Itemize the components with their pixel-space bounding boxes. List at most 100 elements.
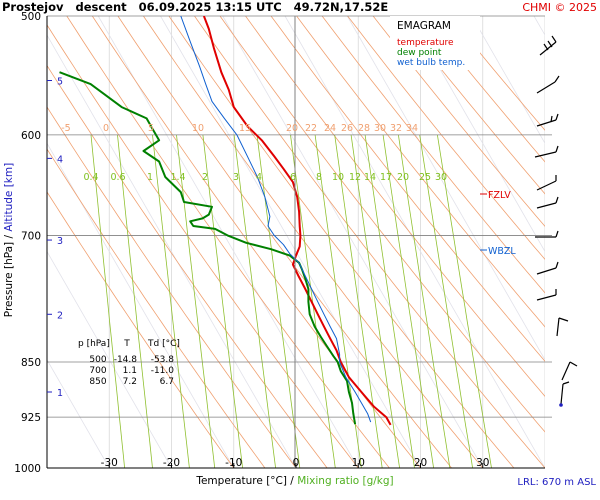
wind-barb-station-dot [559, 403, 563, 407]
isotherm-label: 0 [103, 123, 109, 134]
x-axis-title: Temperature [°C] / Mixing ratio [g/kg] [195, 475, 393, 487]
mixing-ratio-label: 1 [147, 172, 153, 183]
y-axis-title-altitude: Altitude [km] [3, 163, 15, 232]
temperature-tick-label: 0 [293, 457, 300, 469]
legend-wet-bulb: wet bulb temp. [397, 58, 465, 68]
wind-barb-icon [556, 317, 569, 337]
temperature-tick-label: 10 [352, 457, 365, 469]
wind-barb-icon [534, 145, 559, 158]
table-header-cell: p [hPa] [78, 339, 110, 349]
mixing-ratio-line [382, 134, 434, 468]
y-axis-title-pressure: Pressure [hPa] [3, 242, 15, 317]
moist-adiabat-line [47, 250, 172, 468]
wind-barb-icon [536, 113, 559, 127]
dry-adiabat-line [423, 16, 545, 163]
mixing-ratio-label: 30 [435, 172, 447, 183]
isotherm-label: 22 [305, 123, 317, 134]
wind-barb-icon [560, 381, 570, 405]
mixing-ratio-line [90, 134, 125, 468]
wind-barb-icon [536, 75, 560, 94]
mixing-ratio-line [364, 134, 415, 468]
mixing-ratio-label: 10 [332, 172, 344, 183]
table-cell: -14.8 [114, 355, 138, 365]
isotherm-label: 34 [406, 123, 418, 134]
legend-title: EMAGRAM [397, 20, 451, 32]
moist-adiabat-line [47, 358, 110, 468]
altitude-tick-label: 5 [57, 77, 63, 88]
isotherm-lines [47, 16, 600, 468]
moist-adiabat-line [409, 16, 545, 253]
temperature-tick-labels: -30 -20 -10 0 10 20 30 [101, 457, 490, 469]
legend: EMAGRAM temperature dew point wet bulb t… [390, 16, 480, 70]
sounding-series [59, 16, 392, 426]
dry-adiabat-line [449, 16, 545, 131]
mixing-ratio-line [419, 134, 473, 468]
moist-adiabat-line [47, 142, 235, 468]
dry-adiabat-line [398, 16, 545, 195]
table-header-cell: T [123, 339, 130, 349]
legend-temperature: temperature [397, 38, 454, 48]
isotherm-label: 28 [358, 123, 370, 134]
table-cell: -11.0 [151, 366, 175, 376]
pressure-tick-label: 600 [21, 130, 41, 142]
mixing-ratio-line [256, 134, 301, 468]
dry-adiabat-line [47, 191, 235, 468]
table-header-cell: Td [°C] [147, 339, 180, 349]
mixing-ratio-line [290, 134, 336, 468]
dry-adiabat-line [321, 16, 545, 294]
mixing-ratio-label: 3 [233, 172, 239, 183]
table-cell: 700 [89, 366, 106, 376]
isotherm-label: 5 [148, 123, 154, 134]
dry-adiabat-line [347, 16, 545, 261]
table-cell: 850 [89, 377, 106, 387]
mixing-ratio-label: 17 [380, 172, 392, 183]
dry-adiabat-line [245, 16, 545, 397]
dry-adiabat-line [47, 24, 359, 468]
mixing-ratio-label: 14 [364, 172, 376, 183]
dry-adiabat-line [66, 16, 390, 468]
mixing-ratio-line [398, 134, 451, 468]
y-axis-title: Pressure [hPa] / Altitude [km] [3, 163, 15, 317]
dew-point-line [59, 71, 357, 425]
x-axis-title-temperature: Temperature [°C] [195, 475, 287, 487]
altitude-tick-labels: 1 2 3 4 5 [47, 77, 63, 399]
isotherm-label: 15 [239, 123, 251, 134]
pressure-tick-labels: 500 600 700 850 925 1000 [14, 11, 41, 475]
mixing-ratio-label: 1.4 [170, 172, 185, 183]
wind-barb-icon [536, 289, 557, 301]
dry-adiabat-line [47, 64, 328, 468]
dry-adiabat-line [143, 16, 484, 468]
wind-barb-icon [561, 361, 578, 381]
moist-adiabat-line [346, 16, 545, 361]
x-axis-title-mixing: Mixing ratio [g/kg] [297, 475, 393, 487]
pressure-tick-label: 500 [21, 11, 41, 23]
altitude-tick-label: 4 [57, 154, 63, 165]
plot-area [47, 16, 545, 468]
chart-title: Prostejov descent 06.09.2025 13:15 UTC 4… [2, 0, 388, 14]
mixing-ratio-label: 20 [397, 172, 409, 183]
dry-adiabat-lines [47, 16, 545, 468]
isotherm-label: 20 [286, 123, 298, 134]
lrl-label: LRL: 670 m ASL [517, 477, 596, 488]
moist-adiabat-line [471, 16, 545, 145]
moist-adiabat-line [596, 16, 600, 468]
temperature-tick-label: 30 [476, 457, 489, 469]
temperature-line [202, 16, 392, 426]
table-cell: 500 [89, 355, 106, 365]
mixing-ratio-line [334, 134, 383, 468]
mixing-ratio-label: 0.6 [110, 172, 125, 183]
dry-adiabat-line [47, 106, 297, 468]
moist-adiabat-line [47, 34, 297, 468]
wind-barb-icon [539, 35, 557, 56]
mixing-ratio-label: 8 [316, 172, 322, 183]
mixing-ratio-line [152, 134, 190, 468]
dry-adiabat-line [194, 16, 545, 468]
mixing-ratio-line [233, 134, 276, 468]
pressure-tick-label: 850 [21, 357, 41, 369]
mixing-ratio-label: 2 [202, 172, 208, 183]
temperature-tick-label: -30 [101, 457, 118, 469]
wind-barbs [534, 35, 578, 407]
moist-adiabat-line [97, 16, 359, 468]
mixing-ratio-label: 0.4 [83, 172, 98, 183]
dry-adiabat-line [219, 16, 545, 433]
